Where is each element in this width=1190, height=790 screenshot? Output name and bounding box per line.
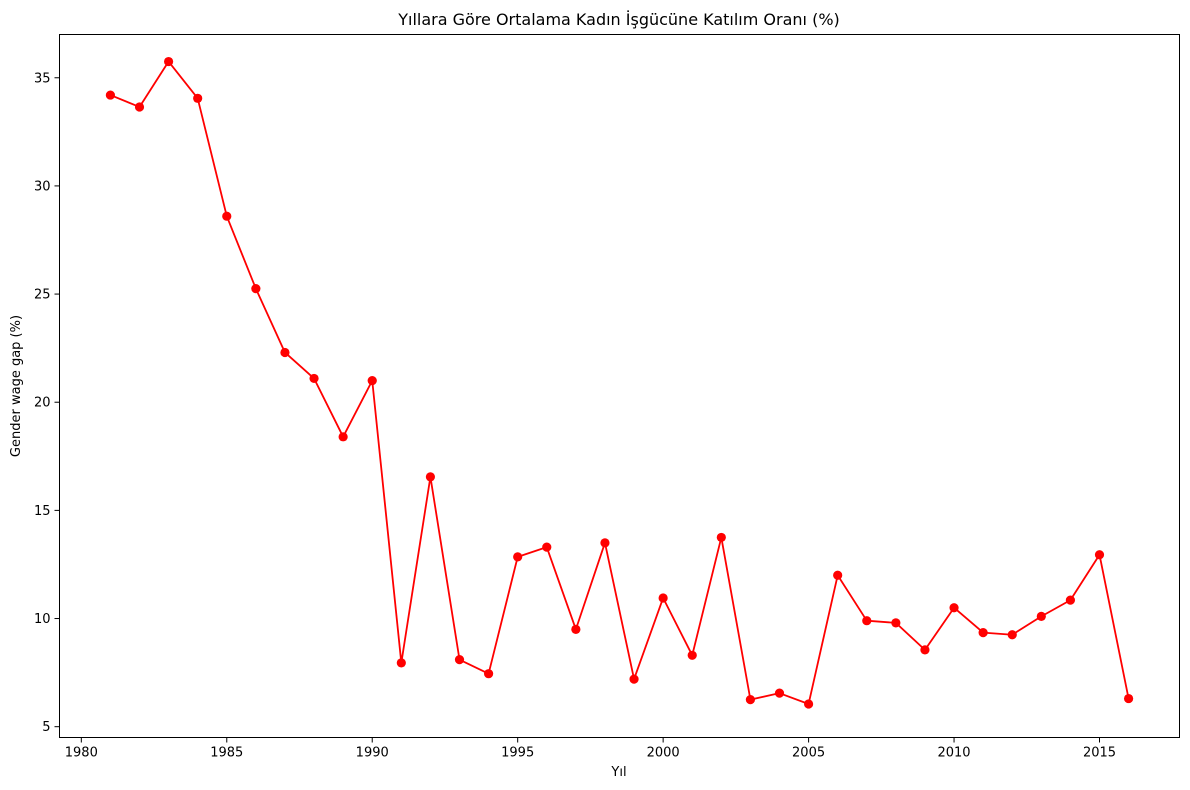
data-point [687, 650, 697, 660]
x-tick-label: 1995 [501, 746, 534, 761]
y-tick-label: 5 [42, 720, 50, 735]
plot-series [105, 56, 1134, 709]
data-point [949, 603, 959, 613]
plot-frame [59, 34, 1180, 738]
data-point [978, 627, 988, 638]
data-point [163, 56, 174, 67]
data-point [1007, 630, 1017, 640]
data-point [716, 532, 726, 543]
x-tick-label: 2015 [1083, 746, 1116, 761]
data-point [338, 432, 348, 442]
data-point [367, 375, 377, 386]
data-point [454, 655, 465, 665]
data-point [1065, 595, 1076, 605]
x-tick-label: 1985 [210, 746, 243, 761]
data-point [1123, 693, 1134, 704]
data-point [745, 695, 756, 705]
data-point [629, 674, 639, 684]
data-point [396, 658, 406, 668]
data-point [542, 542, 552, 552]
data-point [891, 618, 901, 628]
y-axis-label: Gender wage gap (%) [9, 315, 24, 457]
x-tick-label: 2000 [647, 746, 680, 761]
data-point [600, 538, 610, 548]
y-tick-label: 15 [34, 504, 51, 519]
data-point [833, 570, 843, 580]
data-point [1094, 550, 1105, 560]
series-line [110, 60, 1130, 705]
data-point [105, 90, 116, 100]
x-tick-label: 2010 [937, 746, 970, 761]
data-point [193, 93, 203, 103]
data-point [658, 593, 668, 603]
chart-title: Yıllara Göre Ortalama Kadın İşgücüne Kat… [397, 10, 840, 29]
x-tick-label: 1980 [65, 746, 98, 761]
y-tick-label: 10 [34, 612, 51, 627]
data-point [1036, 611, 1046, 621]
data-point [774, 688, 785, 698]
data-point [803, 699, 814, 709]
data-point [251, 284, 261, 294]
data-point [222, 211, 232, 221]
data-point [280, 347, 290, 358]
y-tick-label: 25 [34, 288, 51, 303]
x-axis-ticks: 1980 1985 1990 1995 2000 2005 2010 2015 [65, 737, 1116, 761]
y-tick-label: 20 [34, 396, 51, 411]
data-point [862, 616, 872, 626]
data-point [483, 669, 494, 679]
data-point [134, 102, 145, 112]
data-point [309, 373, 319, 384]
data-point [571, 624, 581, 634]
y-axis-ticks: 5 10 15 20 25 30 35 [34, 71, 60, 735]
x-tick-label: 2005 [792, 746, 825, 761]
data-point [920, 645, 930, 655]
x-tick-label: 1990 [356, 746, 389, 761]
x-axis-label: Yıl [610, 765, 626, 780]
data-point [513, 552, 523, 562]
data-point [425, 472, 436, 482]
y-tick-label: 30 [34, 179, 51, 194]
y-tick-label: 35 [34, 71, 51, 86]
